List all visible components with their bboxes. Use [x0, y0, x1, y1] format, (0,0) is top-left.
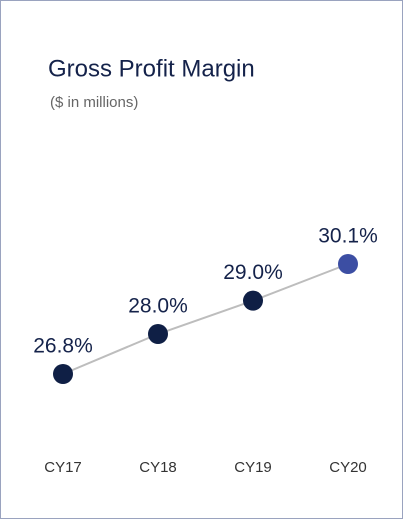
x-tick-label: CY19 — [234, 459, 272, 476]
x-tick-label: CY17 — [44, 459, 82, 476]
data-label: 26.8% — [33, 335, 93, 358]
point — [148, 324, 168, 344]
line — [62, 263, 349, 375]
chart-subtitle: ($ in millions) — [50, 94, 138, 111]
point — [243, 290, 263, 311]
x-tick-label: CY20 — [329, 459, 367, 476]
data-label: 30.1% — [318, 225, 378, 248]
point — [53, 364, 73, 384]
x-tick-label: CY18 — [139, 459, 177, 476]
data-label: 29.0% — [223, 261, 283, 284]
point — [338, 254, 358, 274]
chart-title: Gross Profit Margin — [48, 55, 255, 82]
data-label: 28.0% — [128, 295, 188, 318]
